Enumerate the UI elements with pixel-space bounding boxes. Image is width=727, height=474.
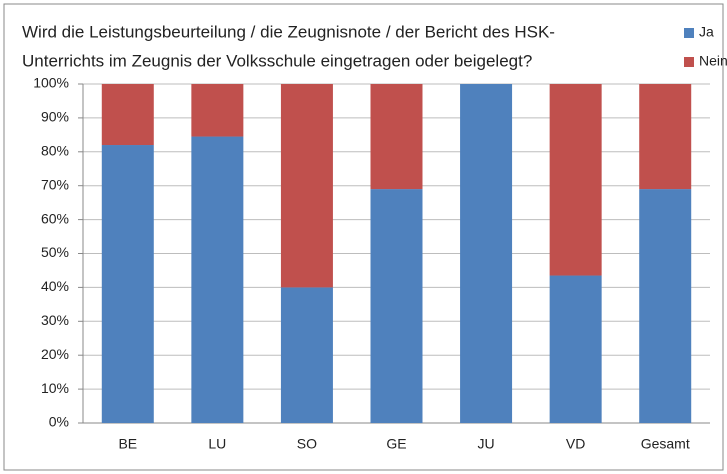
y-tick-label: 90% [41, 109, 69, 125]
bar-segment [101, 84, 154, 146]
y-tick-label: 80% [41, 143, 69, 159]
y-tick-label: 20% [41, 346, 69, 362]
y-tick-label: 30% [41, 312, 69, 328]
x-tick-label: SO [297, 436, 317, 452]
y-tick-label: 70% [41, 176, 69, 192]
y-tick-label: 50% [41, 244, 69, 260]
y-tick-label: 10% [41, 380, 69, 396]
x-tick-label: VD [566, 436, 585, 452]
y-tick-label: 0% [49, 414, 69, 430]
bar-segment [191, 84, 244, 137]
y-tick-label: 60% [41, 210, 69, 226]
bar-segment [280, 84, 333, 288]
bar-segment [639, 84, 692, 190]
bar-segment [370, 84, 423, 190]
legend-label: Ja [699, 24, 714, 40]
chart-title: Unterrichts im Zeugnis der Volksschule e… [22, 51, 532, 70]
bar-segment [280, 287, 333, 423]
bar-segment [101, 145, 154, 423]
bar-segment [639, 189, 692, 423]
x-tick-label: JU [478, 436, 495, 452]
legend-swatch [684, 28, 694, 38]
bar-segment [370, 189, 423, 423]
bar-segment [460, 84, 513, 423]
y-tick-label: 40% [41, 278, 69, 294]
bar-segment [549, 84, 602, 276]
bar-segment [549, 275, 602, 423]
legend-swatch [684, 57, 694, 67]
chart-title: Wird die Leistungsbeurteilung / die Zeug… [22, 22, 555, 41]
x-tick-label: Gesamt [641, 436, 690, 452]
legend-label: Nein [699, 53, 727, 69]
x-tick-label: BE [118, 436, 137, 452]
x-tick-label: LU [208, 436, 226, 452]
x-tick-label: GE [386, 436, 406, 452]
bar-segment [191, 136, 244, 424]
y-tick-label: 100% [33, 75, 69, 91]
